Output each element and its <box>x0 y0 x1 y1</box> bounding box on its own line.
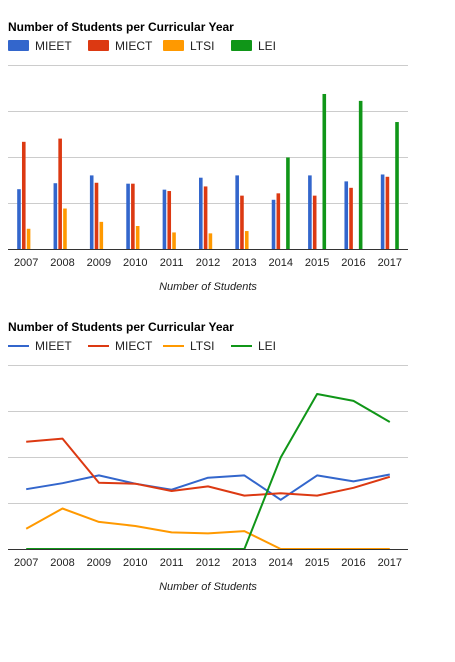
bar-ltsi-2008 <box>63 208 67 249</box>
x-tick-label-2012: 2012 <box>196 257 220 269</box>
series-line-miect <box>26 437 391 497</box>
x-tick-label-2009: 2009 <box>87 557 111 569</box>
bar-mieet-2015 <box>308 175 312 249</box>
legend-swatch <box>8 40 29 51</box>
bar-ltsi-2011 <box>172 232 176 249</box>
x-tick-label-2011: 2011 <box>160 257 184 269</box>
bar-miect-2011 <box>167 191 172 249</box>
x-tick-label-2011: 2011 <box>160 557 184 569</box>
legend-label: LEI <box>258 339 277 353</box>
x-tick-label-2016: 2016 <box>341 257 365 269</box>
x-tick-label-2009: 2009 <box>87 257 111 269</box>
legend-swatch <box>88 345 109 347</box>
bar-mieet-2016 <box>344 181 349 249</box>
series-line-lei <box>26 393 391 550</box>
bar-lei-2015 <box>322 93 327 249</box>
bar-mieet-2007 <box>17 189 21 249</box>
bar-mieet-2009 <box>89 175 94 249</box>
x-tick-label-2015: 2015 <box>305 557 329 569</box>
x-tick-label-2013: 2013 <box>232 557 256 569</box>
x-tick-label-2007: 2007 <box>14 257 38 269</box>
bar-lei-2017 <box>395 122 399 249</box>
bar-miect-2017 <box>385 176 390 249</box>
bar-lei-2016 <box>358 100 363 249</box>
x-tick-label-2015: 2015 <box>305 257 329 269</box>
bar-mieet-2011 <box>162 189 167 249</box>
series-line-ltsi <box>25 507 390 550</box>
x-axis-label: Number of Students <box>159 581 257 593</box>
chart-title: Number of Students per Curricular Year <box>8 320 234 334</box>
bar-mieet-2008 <box>53 183 58 249</box>
line-chart-panel: Number of Students per Curricular Year M… <box>0 300 455 600</box>
x-tick-label-2016: 2016 <box>341 557 365 569</box>
x-tick-label-2014: 2014 <box>268 557 292 569</box>
bar-mieet-2014 <box>271 199 276 249</box>
x-tick-label-2017: 2017 <box>378 257 402 269</box>
bar-ltsi-2007 <box>26 228 31 249</box>
bar-lei-2014 <box>286 157 290 249</box>
bar-miect-2013 <box>240 195 244 249</box>
x-tick-label-2012: 2012 <box>196 557 220 569</box>
bar-ltsi-2010 <box>135 226 140 249</box>
legend-label: MIECT <box>115 339 153 353</box>
bar-miect-2007 <box>21 141 26 249</box>
legend-swatch <box>8 345 29 347</box>
bar-ltsi-2009 <box>99 221 104 249</box>
legend-swatch <box>163 345 184 347</box>
bar-miect-2014 <box>276 193 281 249</box>
bar-miect-2010 <box>131 183 135 249</box>
x-tick-label-2008: 2008 <box>50 257 74 269</box>
x-tick-label-2014: 2014 <box>268 257 292 269</box>
bar-ltsi-2012 <box>208 233 213 249</box>
x-tick-label-2008: 2008 <box>50 557 74 569</box>
legend-label: MIECT <box>115 39 153 53</box>
legend-label: MIEET <box>35 339 72 353</box>
bar-ltsi-2013 <box>244 231 249 249</box>
legend-label: MIEET <box>35 39 72 53</box>
bar-mieet-2013 <box>235 175 239 249</box>
series-line-mieet <box>26 473 390 501</box>
legend-swatch <box>88 40 109 51</box>
bar-chart-plot: 2007 2008 2009 2010 2011 2012 2013 2014 2015 2016… <box>8 65 408 269</box>
legend-swatch <box>231 345 252 347</box>
bar-miect-2015 <box>312 195 317 249</box>
x-tick-label-2013: 2013 <box>232 257 256 269</box>
bar-chart-panel: Number of Students per Curricular Year M… <box>0 0 455 300</box>
legend-label: LEI <box>258 39 277 53</box>
bar-mieet-2010 <box>126 183 130 249</box>
legend-label: LTSI <box>190 39 215 53</box>
x-tick-label-2010: 2010 <box>123 557 147 569</box>
chart-title: Number of Students per Curricular Year <box>8 20 234 34</box>
x-axis-label: Number of Students <box>159 281 257 293</box>
bar-mieet-2012 <box>199 177 203 249</box>
bar-miect-2012 <box>203 186 208 249</box>
x-tick-label-2010: 2010 <box>123 257 147 269</box>
bar-miect-2008 <box>58 138 62 249</box>
bar-mieet-2017 <box>380 174 385 249</box>
bar-miect-2016 <box>349 187 353 249</box>
legend-swatch <box>231 40 252 51</box>
bar-miect-2009 <box>94 182 99 249</box>
legend-label: LTSI <box>190 339 215 353</box>
x-tick-label-2007: 2007 <box>14 557 38 569</box>
x-tick-label-2017: 2017 <box>378 557 402 569</box>
line-chart-plot: 2007 2008 2009 2010 2011 2012 2013 2014 2015 2016… <box>8 365 408 569</box>
legend-swatch <box>163 40 184 51</box>
